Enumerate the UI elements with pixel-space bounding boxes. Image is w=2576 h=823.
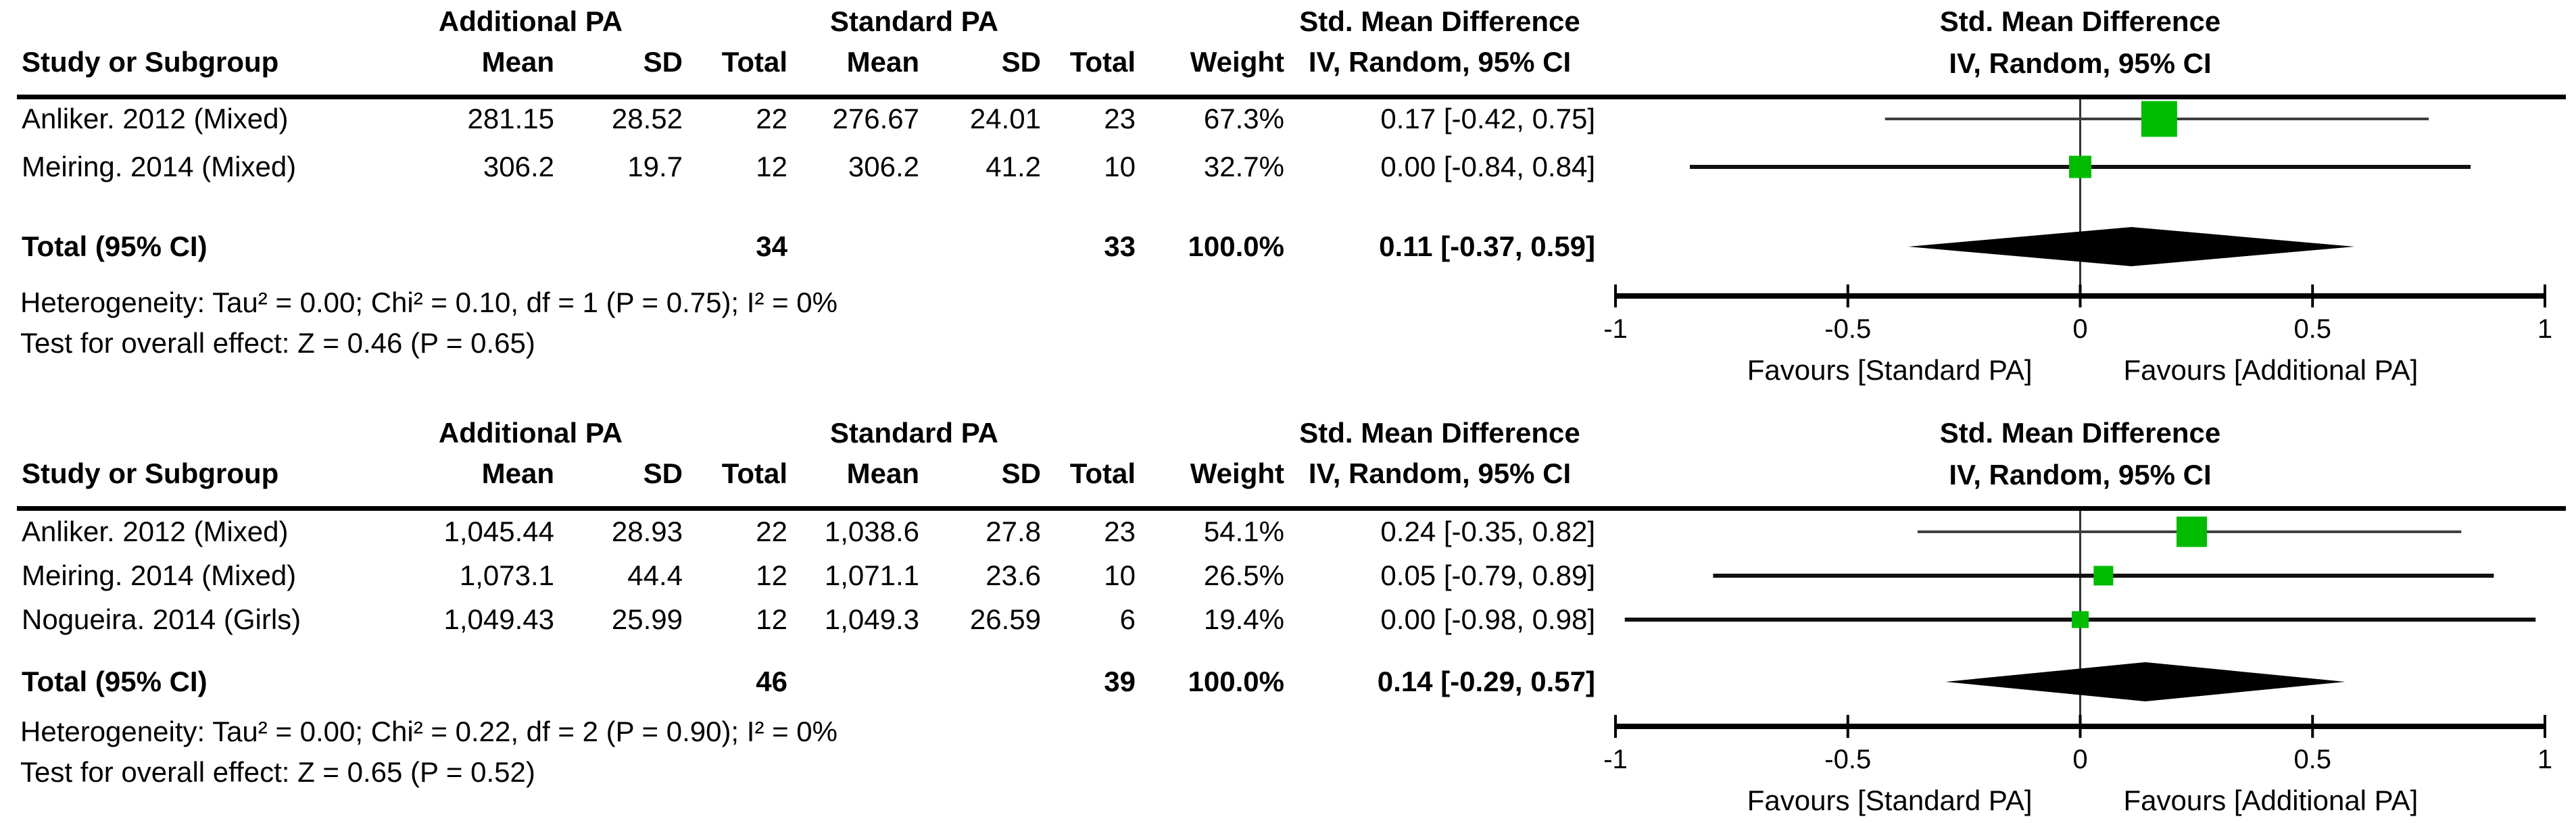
study-point-square xyxy=(2177,516,2207,547)
total-smd-ci-value: 0.14 [-0.29, 0.57] xyxy=(1377,666,1595,697)
study-name: Meiring. 2014 (Mixed) xyxy=(22,151,297,182)
col-header-sd-additional: SD xyxy=(643,457,683,489)
overall-effect-line: Test for overall effect: Z = 0.65 (P = 0… xyxy=(20,756,535,788)
favours-left-label: Favours [Standard PA] xyxy=(1747,354,2033,386)
group-header-smd-table: Std. Mean Difference xyxy=(1299,5,1580,37)
axis-tick xyxy=(1614,715,1617,738)
study-point-square xyxy=(2093,566,2114,586)
axis-tick-label: -0.5 xyxy=(1824,314,1871,344)
axis-tick xyxy=(2311,284,2314,307)
col-header-sd-standard: SD xyxy=(1001,457,1041,489)
axis-tick xyxy=(1846,715,1849,738)
smd-ci-value: 0.24 [-0.35, 0.82] xyxy=(1380,516,1595,547)
axis-tick-label: 0 xyxy=(2072,745,2087,774)
forest-plot-area: -1 -0.5 0 0.5 1 Favours [Standard PA] Favours … xyxy=(1603,0,2552,412)
col-header-study: Study or Subgroup xyxy=(22,46,279,78)
col-header-total-additional: Total xyxy=(721,46,787,78)
col-header-mean-standard: Mean xyxy=(846,457,919,489)
heterogeneity-line: Heterogeneity: Tau² = 0.00; Chi² = 0.22,… xyxy=(20,716,837,747)
forest-panel-2: Additional PA Standard PA Std. Mean Diff… xyxy=(0,412,2576,823)
total-diamond xyxy=(1908,227,2355,266)
column-header-row: Study or Subgroup Mean SD Total Mean SD … xyxy=(0,456,1595,491)
axis-tick-label: -1 xyxy=(1603,314,1628,344)
axis-tick xyxy=(2311,715,2314,738)
group-header-additional-pa: Additional PA xyxy=(438,5,623,37)
col-header-mean-additional: Mean xyxy=(481,457,554,489)
study-point-square xyxy=(2072,611,2089,628)
study-row: Nogueira. 2014 (Girls) 1,049.43 25.99 12… xyxy=(0,602,1595,637)
total-row: Total (95% CI) 46 39 100.0% 0.14 [-0.29,… xyxy=(0,664,1595,699)
axis-tick xyxy=(1614,284,1617,307)
axis-tick-label: -1 xyxy=(1603,745,1628,774)
col-header-sd-standard: SD xyxy=(1001,46,1041,78)
forest-plot-svg: -1 -0.5 0 0.5 1 Favours [Standard PA] Favours … xyxy=(1603,99,2552,386)
overall-effect-line: Test for overall effect: Z = 0.46 (P = 0… xyxy=(20,327,535,359)
col-header-ci: IV, Random, 95% CI xyxy=(1308,457,1572,489)
study-row: Anliker. 2012 (Mixed) 1,045.44 28.93 22 … xyxy=(0,514,1595,549)
total-diamond xyxy=(1945,662,2346,701)
axis-tick-label: -0.5 xyxy=(1824,745,1871,774)
forest-panel-1: Additional PA Standard PA Std. Mean Diff… xyxy=(0,0,2566,412)
study-name: Nogueira. 2014 (Girls) xyxy=(22,603,301,635)
heterogeneity-line: Heterogeneity: Tau² = 0.00; Chi² = 0.10,… xyxy=(20,286,837,318)
plot-header-smd: Std. Mean Difference xyxy=(1939,5,2221,37)
group-header-standard-pa: Standard PA xyxy=(830,5,998,37)
forest-plot-area: -1 -0.5 0 0.5 1 Favours [Standard PA] Favours … xyxy=(1603,412,2552,823)
axis-tick-label: 1 xyxy=(2537,314,2552,344)
axis-tick xyxy=(2544,715,2546,738)
axis-tick-label: 0 xyxy=(2072,314,2087,344)
smd-ci-value: 0.00 [-0.98, 0.98] xyxy=(1380,603,1595,635)
study-row: Meiring. 2014 (Mixed) 306.2 19.7 12 306.… xyxy=(0,149,1595,184)
col-header-total-standard: Total xyxy=(1069,46,1136,78)
plot-header-method: IV, Random, 95% CI xyxy=(1949,459,2212,491)
study-name: Anliker. 2012 (Mixed) xyxy=(22,103,289,134)
group-header-smd-table: Std. Mean Difference xyxy=(1299,417,1580,449)
total-row: Total (95% CI) 34 33 100.0% 0.11 [-0.37,… xyxy=(0,229,1595,264)
plot-header-method: IV, Random, 95% CI xyxy=(1949,47,2212,79)
header-rule xyxy=(17,95,2566,99)
plot-header-smd: Std. Mean Difference xyxy=(1939,417,2221,449)
axis-tick-label: 0.5 xyxy=(2293,314,2331,344)
total-label: Total (95% CI) xyxy=(22,666,208,697)
study-name: Anliker. 2012 (Mixed) xyxy=(22,516,289,547)
col-header-mean-standard: Mean xyxy=(846,46,919,78)
total-smd-ci-value: 0.11 [-0.37, 0.59] xyxy=(1379,230,1595,262)
column-header-row: Study or Subgroup Mean SD Total Mean SD … xyxy=(0,45,1595,80)
col-header-total-additional: Total xyxy=(721,457,787,489)
favours-right-label: Favours [Additional PA] xyxy=(2123,784,2418,816)
forest-plot-svg: -1 -0.5 0 0.5 1 Favours [Standard PA] Favours … xyxy=(1603,511,2552,816)
axis-tick xyxy=(1846,284,1849,307)
col-header-weight: Weight xyxy=(1190,457,1284,489)
axis-tick xyxy=(2079,284,2082,307)
study-row: Meiring. 2014 (Mixed) 1,073.1 44.4 12 1,… xyxy=(0,558,1595,593)
smd-ci-value: 0.05 [-0.79, 0.89] xyxy=(1380,559,1595,591)
favours-left-label: Favours [Standard PA] xyxy=(1747,784,2033,816)
axis-tick-label: 1 xyxy=(2537,745,2552,774)
study-name: Meiring. 2014 (Mixed) xyxy=(22,559,297,591)
axis-tick xyxy=(2544,284,2546,307)
axis-tick-label: 0.5 xyxy=(2293,745,2331,774)
smd-ci-value: 0.17 [-0.42, 0.75] xyxy=(1380,103,1595,134)
smd-ci-value: 0.00 [-0.84, 0.84] xyxy=(1380,151,1595,182)
zero-line xyxy=(2079,99,2081,296)
total-label: Total (95% CI) xyxy=(22,230,208,262)
favours-right-label: Favours [Additional PA] xyxy=(2123,354,2418,386)
axis-tick xyxy=(2079,715,2082,738)
col-header-study: Study or Subgroup xyxy=(22,457,279,489)
study-row: Anliker. 2012 (Mixed) 281.15 28.52 22 27… xyxy=(0,101,1595,136)
col-header-ci: IV, Random, 95% CI xyxy=(1308,46,1572,78)
col-header-weight: Weight xyxy=(1190,46,1284,78)
group-header-additional-pa: Additional PA xyxy=(438,417,623,449)
header-rule xyxy=(17,506,2566,511)
col-header-total-standard: Total xyxy=(1069,457,1136,489)
col-header-sd-additional: SD xyxy=(643,46,683,78)
study-point-square xyxy=(2069,155,2091,178)
col-header-mean-additional: Mean xyxy=(481,46,554,78)
group-header-standard-pa: Standard PA xyxy=(830,417,998,449)
study-point-square xyxy=(2141,101,2177,137)
